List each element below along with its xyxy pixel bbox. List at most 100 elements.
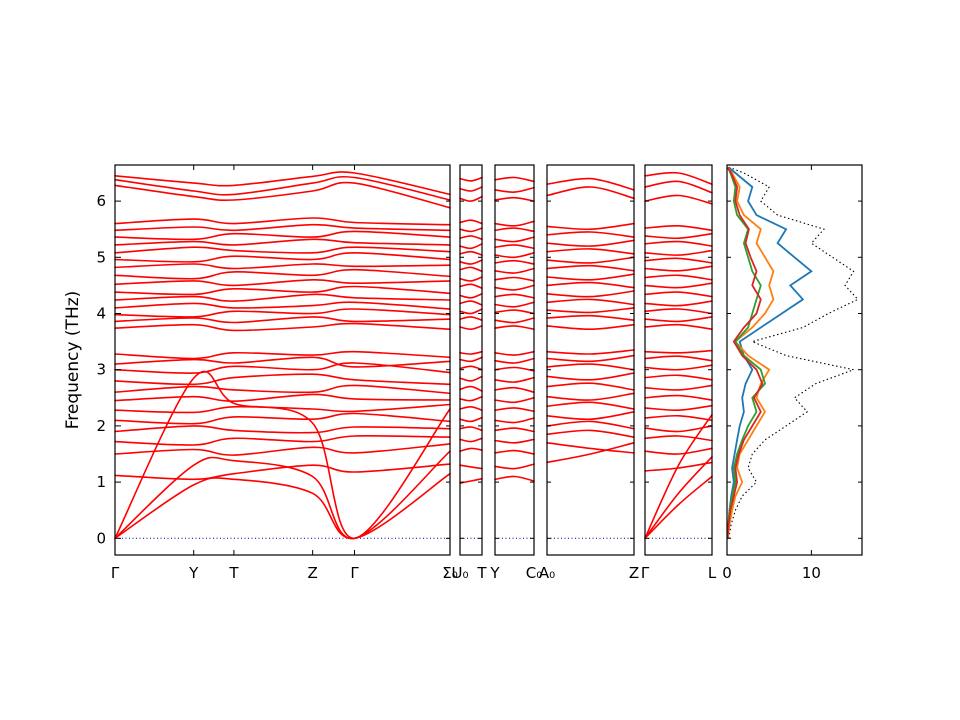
dos-curve-total-dos: [728, 166, 859, 539]
phonon-band-line: [459, 385, 483, 392]
phonon-band-line: [644, 257, 713, 264]
phonon-band-line: [114, 403, 451, 414]
phonon-band-line: [459, 300, 483, 306]
phonon-band-line: [459, 356, 483, 363]
y-tick-label: 0: [96, 529, 106, 547]
phonon-band-line: [459, 283, 483, 289]
phonon-band-line: [644, 300, 713, 307]
phonon-band-line: [494, 325, 535, 330]
x-tick-label: Y: [188, 564, 199, 582]
phonon-band-line: [459, 266, 483, 273]
dos-curve-pdos-4: [726, 166, 764, 539]
phonon-band-line: [459, 276, 483, 282]
phonon-band-line: [494, 449, 535, 455]
phonon-band-line: [459, 477, 483, 484]
phonon-band-line: [459, 416, 483, 423]
phonon-band-line: [114, 362, 451, 374]
phonon-band-line: [546, 256, 635, 264]
phonon-band-line: [494, 417, 535, 424]
y-tick-label: 2: [96, 417, 106, 435]
x-tick-label: Y: [489, 564, 500, 582]
phonon-band-line: [114, 171, 451, 196]
phonon-band-line: [494, 220, 535, 227]
phonon-band-line: [546, 411, 635, 421]
phonon-band-line: [644, 249, 713, 256]
y-tick-label: 4: [96, 305, 106, 323]
phonon-band-line: [644, 414, 713, 422]
phonon-band-line: [546, 420, 635, 430]
phonon-band-line: [546, 186, 635, 200]
phonon-band-line: [494, 301, 535, 308]
phonon-band-line: [546, 239, 635, 247]
phonon-band-line: [114, 230, 451, 241]
phonon-band-line: [546, 264, 635, 272]
phonon-band-line: [546, 382, 635, 391]
phonon-band-line: [494, 227, 535, 233]
phonon-band-line: [494, 176, 535, 183]
dos-curve-pdos-2: [726, 166, 775, 539]
phonon-band-line: [114, 384, 451, 395]
phonon-band-line: [644, 384, 713, 391]
x-tick-label: U₀: [452, 564, 469, 582]
phonon-band-line: [494, 427, 535, 433]
panel-border: [644, 164, 713, 556]
x-tick-label: Z: [629, 564, 639, 582]
phonon-band-line: [546, 363, 635, 371]
phonon-band-line: [459, 243, 483, 250]
phonon-band-line: [114, 278, 451, 287]
phonon-band-line: [494, 407, 535, 413]
y-tick-label: 1: [96, 473, 106, 491]
phonon-band-line: [546, 372, 635, 381]
phonon-band-line: [644, 374, 713, 381]
phonon-band-line: [494, 376, 535, 383]
x-tick-label: Γ: [111, 564, 120, 582]
phonon-band-line: [644, 447, 713, 455]
phonon-band-line: [644, 180, 713, 194]
phonon-band-line: [459, 195, 483, 202]
phonon-band-line: [494, 244, 535, 250]
phonon-band-line: [546, 354, 635, 363]
x-tick-label: Γ: [641, 564, 650, 582]
phonon-band-line: [459, 464, 483, 470]
phonon-band-line: [114, 223, 451, 232]
phonon-band-line: [644, 404, 713, 412]
phonon-band-line: [459, 365, 483, 371]
phonon-band-line: [494, 366, 535, 372]
phonon-band-line: [114, 308, 451, 318]
phonon-band-line: [459, 426, 483, 432]
phonon-band-line: [459, 405, 483, 411]
phonon-band-line: [459, 316, 483, 321]
phonon-band-line: [546, 401, 635, 410]
phonon-band-line: [114, 412, 451, 425]
phonon-band-line: [494, 397, 535, 404]
phonon-band-line: [644, 282, 713, 289]
y-tick-label: 6: [96, 192, 106, 210]
phonon-band-line: [644, 435, 713, 442]
x-tick-label: A₀: [539, 564, 555, 582]
phonon-band-line: [644, 425, 713, 433]
phonon-band-line: [494, 293, 535, 299]
panel-border: [459, 164, 483, 556]
phonon-band-line: [114, 393, 451, 403]
phonon-band-line: [459, 250, 483, 256]
phonon-band-line: [114, 463, 451, 481]
phonon-band-line: [459, 293, 483, 299]
phonon-band-line: [546, 222, 635, 231]
phonon-band-line: [114, 176, 451, 201]
phonon-band-line: [494, 267, 535, 274]
phonon-band-line: [459, 176, 483, 182]
x-tick-label: 10: [802, 564, 821, 582]
phonon-band-line: [114, 425, 451, 434]
x-tick-label: T: [228, 564, 239, 582]
x-tick-label: Σ₀: [442, 564, 458, 582]
phonon-band-line: [546, 307, 635, 314]
phonon-band-line: [546, 248, 635, 255]
phonon-band-line: [546, 442, 635, 454]
phonon-band-line: [114, 356, 451, 368]
phonon-band-line: [546, 323, 635, 331]
phonon-band-line: [644, 349, 713, 354]
phonon-band-line: [459, 219, 483, 225]
phonon-band-line: [494, 196, 535, 202]
phonon-band-line: [644, 461, 713, 472]
x-tick-label: T: [476, 564, 487, 582]
